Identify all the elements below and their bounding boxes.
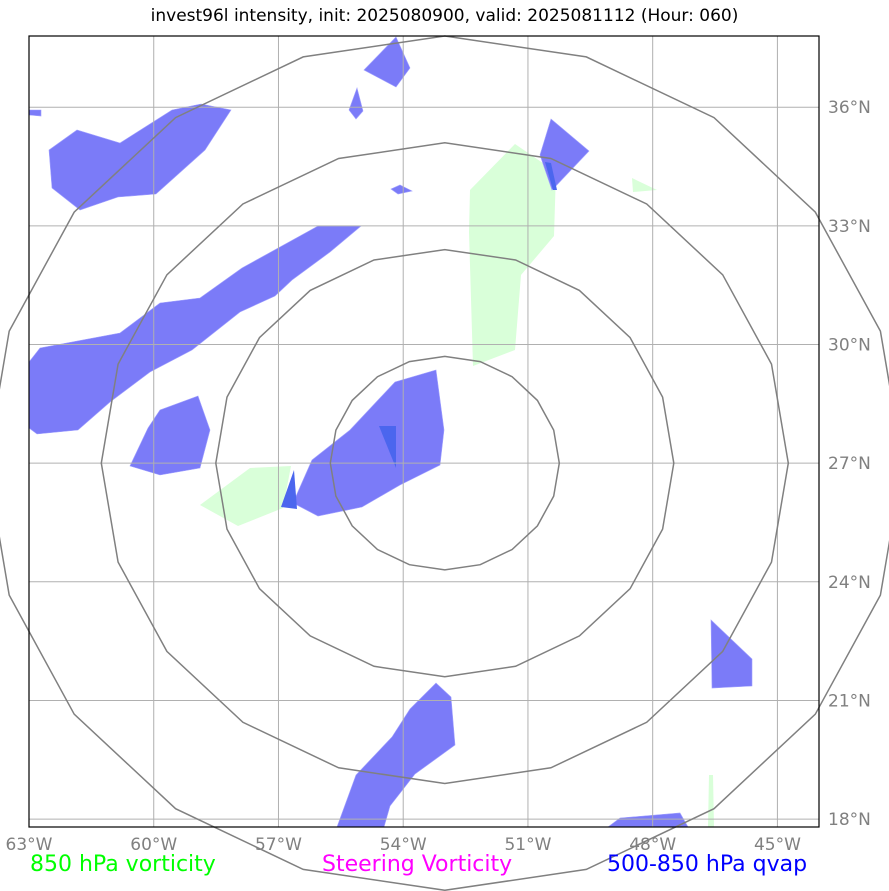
lon-tick-labels: 63°W 60°W 57°W 54°W 51°W 48°W 45°W [6,835,802,855]
distance-ring [100,142,790,785]
qvap-region-blob-west [129,395,211,476]
map-frame [28,35,820,828]
vorticity-region-north [469,144,556,366]
lat-tick-labels: 18°N 21°N 24°N 27°N 30°N 33°N 36°N [828,98,871,830]
lat-tick-label: 18°N [828,810,871,830]
lon-tick-label: 54°W [380,835,427,855]
distance-ring [0,35,889,891]
overlap-center [379,426,396,468]
lon-tick-label: 48°W [629,835,676,855]
lat-tick-label: 36°N [828,98,871,118]
distance-ring [215,248,675,678]
overlap-north [545,162,557,190]
steering-vorticity-overlap [281,162,557,509]
vorticity-region-center [200,466,291,526]
qvap-region-fleck [390,184,413,195]
legend-steering-vorticity: Steering Vorticity [322,852,513,877]
vorticity-850-regions [200,144,714,827]
distance-ring [329,355,561,571]
distance-rings [0,35,889,891]
qvap-region-edge [28,109,42,117]
qvap-region-south [336,682,456,828]
qvap-region-north-1 [363,36,411,88]
overlap-left [281,470,297,509]
vorticity-region-se [708,775,714,827]
lon-tick-label: 63°W [6,835,53,855]
map-title: invest96l intensity, init: 2025080900, v… [150,6,739,26]
lon-tick-label: 45°W [754,835,801,855]
lon-tick-label: 57°W [255,835,302,855]
lat-tick-label: 24°N [828,573,871,593]
legend-850-vorticity: 850 hPa vorticity [30,852,216,877]
legend-qvap: 500-850 hPa qvap [607,852,808,877]
vorticity-region-ne [632,178,657,192]
qvap-region-center [292,369,445,517]
lon-tick-label: 60°W [130,835,177,855]
lat-tick-label: 21°N [828,691,871,711]
qvap-region-east [710,619,753,689]
lat-tick-label: 30°N [828,335,871,355]
qvap-region-north-2 [348,86,364,120]
lat-tick-label: 27°N [828,454,871,474]
lat-tick-label: 33°N [828,217,871,237]
lon-tick-label: 51°W [504,835,551,855]
qvap-region-nw [48,103,232,211]
